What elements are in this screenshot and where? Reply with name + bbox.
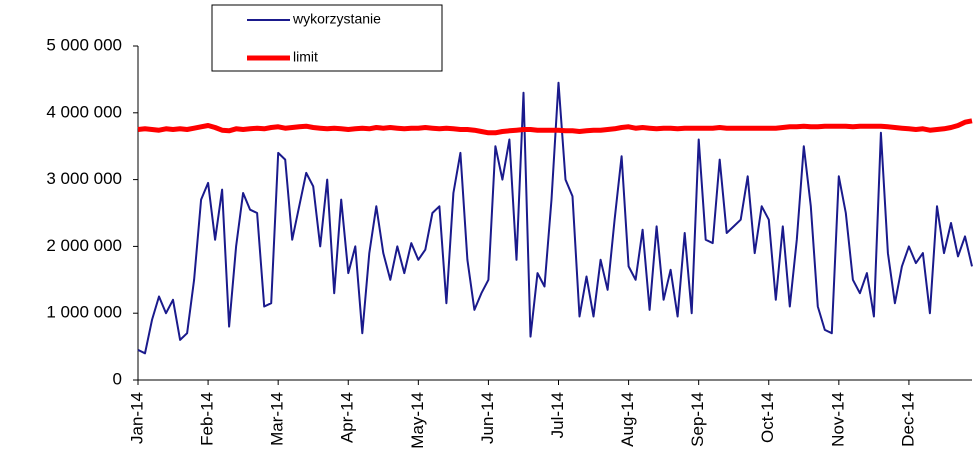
x-tick-label: Mar-14 [268,392,287,446]
series-line [137,118,973,136]
y-tick-label: 4 000 000 [46,102,122,121]
legend-label: limit [293,49,318,65]
x-tick-label: Apr-14 [338,392,357,443]
y-tick-label: 5 000 000 [46,35,122,54]
y-tick-label: 0 [113,369,122,388]
x-tick-label: Feb-14 [198,392,217,446]
x-tick-label: Aug-14 [618,392,637,447]
y-tick-label: 1 000 000 [46,303,122,322]
x-tick-label: Nov-14 [828,392,847,447]
x-tick-label: May-14 [408,392,427,449]
x-tick-label: Jul-14 [548,392,567,438]
x-tick-label: Dec-14 [898,392,917,447]
series-line [137,81,973,355]
y-tick-label: 2 000 000 [46,236,122,255]
x-tick-label: Jan-14 [127,392,146,444]
x-tick-label: Sep-14 [688,392,707,447]
legend: wykorzystanie limit [211,4,443,72]
y-tick-label: 3 000 000 [46,169,122,188]
x-tick-label: Jun-14 [478,392,497,444]
legend-label: wykorzystanie [292,11,381,27]
x-tick-label: Oct-14 [758,392,777,443]
